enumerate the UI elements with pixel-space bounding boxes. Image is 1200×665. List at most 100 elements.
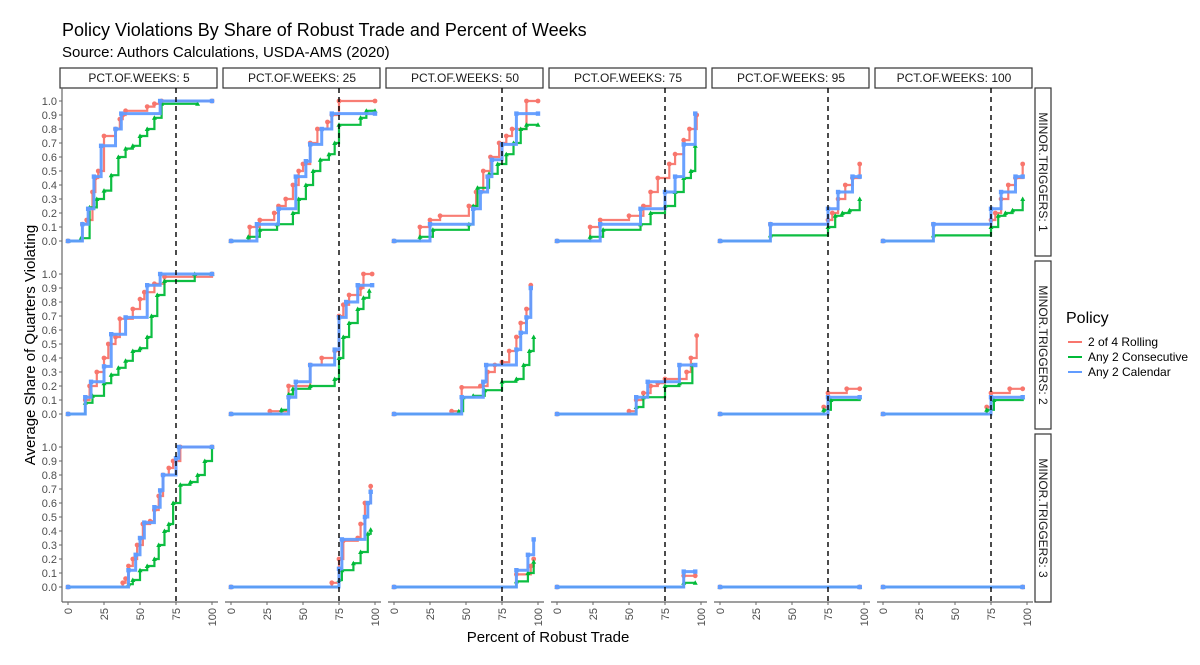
data-point-calendar <box>355 283 360 288</box>
data-point-consecutive <box>535 122 541 127</box>
data-point-consecutive <box>137 345 143 351</box>
data-point-rolling <box>134 542 140 548</box>
data-point-rolling <box>130 556 136 562</box>
data-point-calendar <box>113 126 118 132</box>
data-point-consecutive <box>600 227 606 232</box>
y-tick-label: 0.7 <box>42 484 57 496</box>
series-line-consecutive <box>720 397 861 416</box>
data-point-calendar <box>123 315 128 320</box>
data-point-calendar <box>91 174 97 179</box>
data-point-rolling <box>123 576 128 581</box>
series-line-rolling <box>557 574 696 589</box>
data-point-calendar <box>336 566 342 571</box>
x-tick-label: 75 <box>660 608 672 620</box>
data-point-rolling <box>694 333 700 338</box>
data-point-rolling <box>105 341 111 347</box>
data-point-calendar <box>209 98 215 104</box>
series-line-rolling <box>394 559 535 589</box>
series-line-calendar <box>231 491 373 589</box>
data-point-calendar <box>344 299 349 305</box>
data-point-consecutive <box>123 358 129 363</box>
data-point-calendar <box>254 222 260 227</box>
data-point-rolling <box>518 320 524 326</box>
x-tick-label: 0 <box>389 608 401 614</box>
data-point-consecutive <box>187 479 193 484</box>
y-tick-label: 0.1 <box>42 222 57 234</box>
y-tick-label: 0.4 <box>42 526 57 538</box>
series-line-consecutive <box>557 365 694 416</box>
data-point-consecutive <box>101 188 107 193</box>
data-point-rolling <box>120 580 126 586</box>
data-point-calendar <box>65 584 71 590</box>
data-point-rolling <box>315 126 320 132</box>
data-point-consecutive <box>144 126 150 131</box>
data-point-calendar <box>554 584 560 590</box>
y-tick-label: 0.2 <box>42 381 57 393</box>
data-point-rolling <box>437 213 443 219</box>
data-point-rolling <box>842 182 848 188</box>
data-point-calendar <box>427 222 433 227</box>
data-point-calendar <box>142 520 147 525</box>
data-point-consecutive <box>847 207 853 213</box>
data-point-consecutive <box>821 407 827 412</box>
y-tick-label: 0.9 <box>42 283 57 295</box>
facet-strip-label: PCT.OF.WEEKS: 50 <box>411 71 519 85</box>
facet-strip-col <box>874 67 1033 89</box>
x-tick-label: 50 <box>135 608 147 620</box>
facet-strip-label: PCT.OF.WEEKS: 95 <box>737 71 845 85</box>
data-point-consecutive <box>692 580 698 585</box>
x-tick-label: 75 <box>986 608 998 620</box>
legend-label: Any 2 Consecutive <box>1088 349 1189 364</box>
data-point-calendar <box>531 537 536 542</box>
series-line-consecutive <box>557 145 697 243</box>
data-point-calendar <box>514 568 519 573</box>
data-point-calendar <box>293 379 298 384</box>
data-point-consecutive <box>317 157 323 162</box>
data-point-calendar <box>524 315 529 320</box>
data-point-consecutive <box>1010 207 1016 213</box>
data-point-consecutive <box>417 234 423 239</box>
data-point-rolling <box>141 289 147 295</box>
legend-title: Policy <box>1066 310 1109 327</box>
series-line-rolling <box>883 387 1023 416</box>
x-tick-label: 50 <box>461 608 473 620</box>
data-point-rolling <box>286 383 291 389</box>
data-point-rolling <box>655 175 661 181</box>
data-point-rolling <box>509 126 515 132</box>
data-point-calendar <box>857 395 862 400</box>
data-point-calendar <box>228 238 234 244</box>
data-point-consecutive <box>521 362 527 367</box>
data-point-rolling <box>681 137 687 143</box>
x-tick-label: 0 <box>63 608 75 614</box>
data-point-rolling <box>336 556 342 562</box>
data-point-rolling <box>648 383 653 389</box>
data-point-rolling <box>688 355 694 361</box>
data-point-rolling <box>95 168 101 174</box>
data-point-rolling <box>597 217 603 223</box>
y-tick-label: 0.5 <box>42 339 57 351</box>
data-point-calendar <box>768 222 773 227</box>
data-point-rolling <box>271 210 277 216</box>
data-point-calendar <box>645 379 650 384</box>
y-tick-label: 0.5 <box>42 166 57 178</box>
chart-title: Policy Violations By Share of Robust Tra… <box>62 20 587 40</box>
data-point-consecutive <box>137 567 143 573</box>
data-point-consecutive <box>363 108 369 113</box>
data-point-calendar <box>101 364 107 369</box>
data-point-rolling <box>361 271 366 277</box>
y-tick-label: 0.3 <box>42 540 57 552</box>
data-point-consecutive <box>365 531 371 536</box>
data-point-consecutive <box>526 348 532 353</box>
data-point-consecutive <box>991 397 997 402</box>
data-point-calendar <box>276 206 281 211</box>
data-point-calendar <box>554 411 560 417</box>
series-line-calendar <box>720 175 860 243</box>
data-point-rolling <box>257 217 263 223</box>
data-point-calendar <box>308 142 313 147</box>
data-point-consecutive <box>177 482 183 487</box>
data-point-calendar <box>638 206 643 211</box>
data-point-rolling <box>117 316 123 322</box>
x-tick-label: 50 <box>787 608 799 620</box>
